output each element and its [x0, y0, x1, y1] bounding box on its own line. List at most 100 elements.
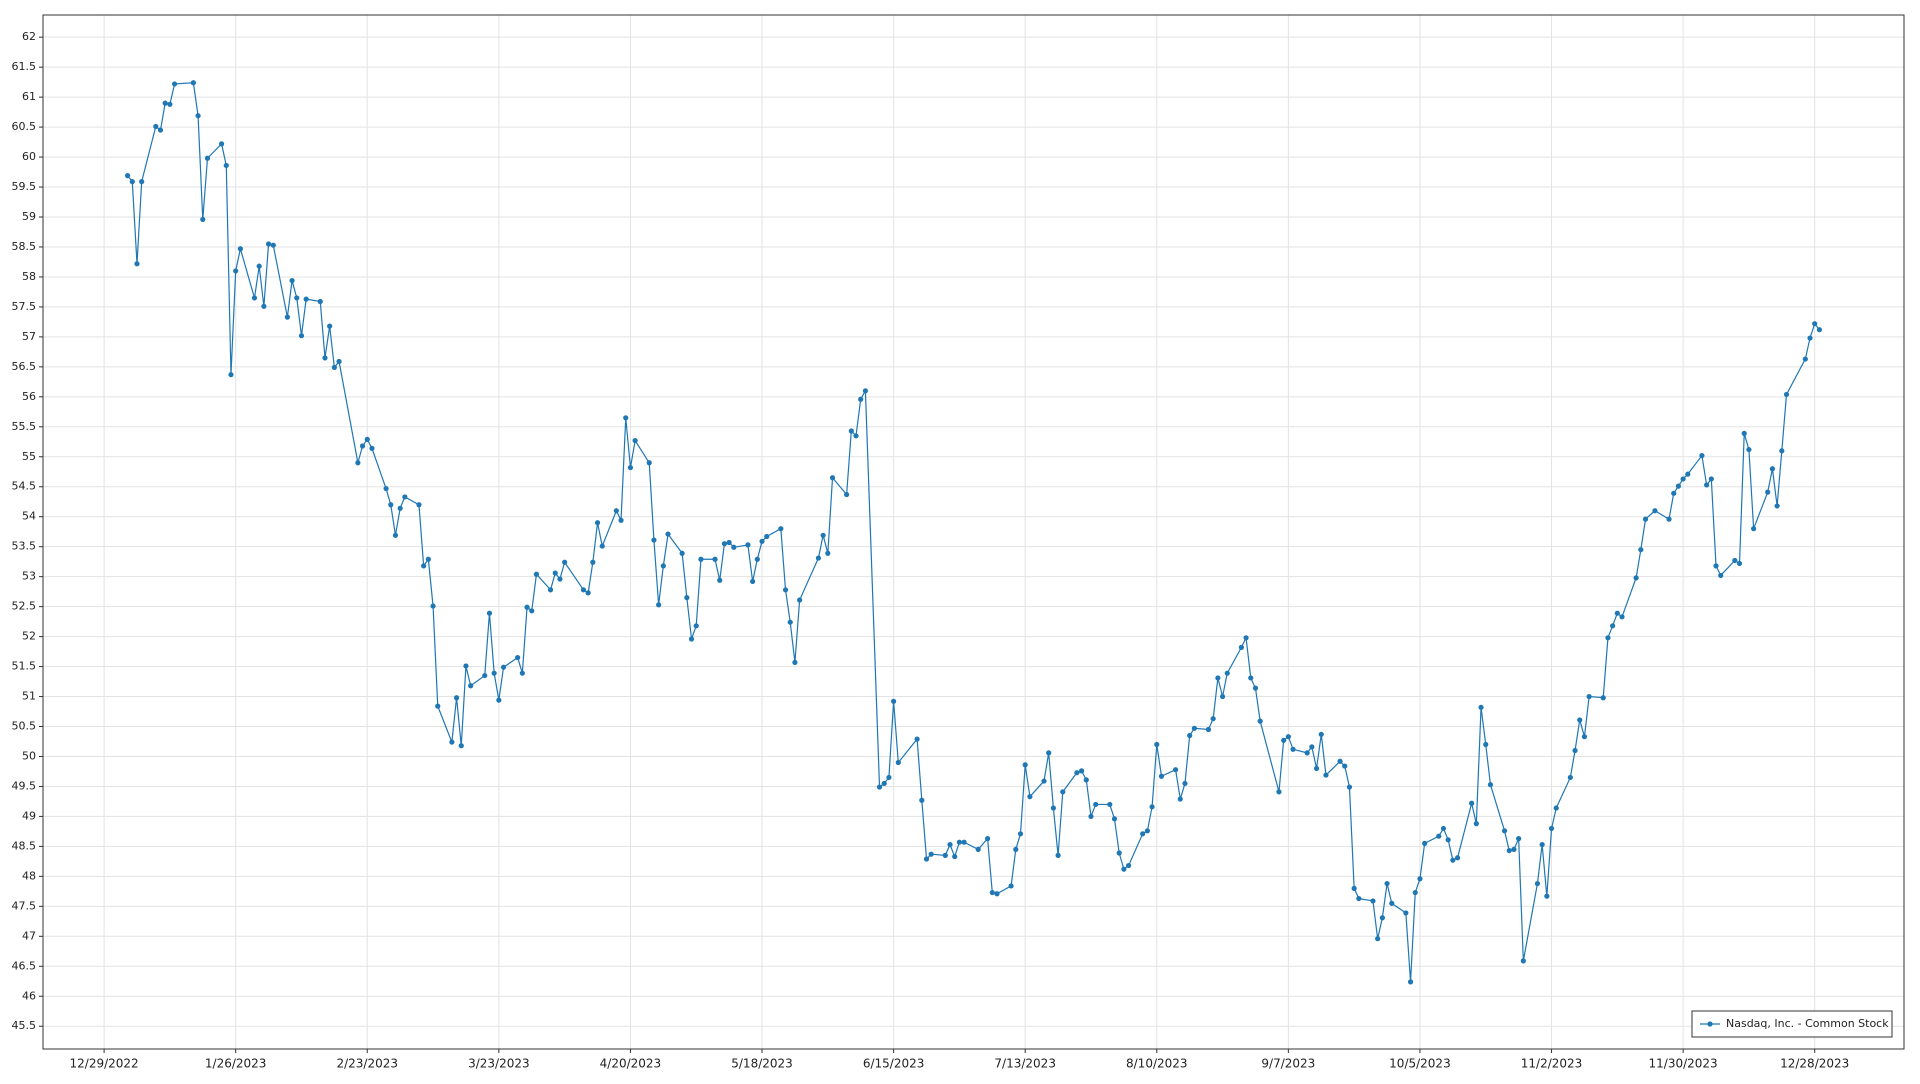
legend: Nasdaq, Inc. - Common Stock	[1691, 1010, 1893, 1038]
data-point	[1732, 557, 1738, 564]
data-point	[1487, 782, 1494, 788]
data-point	[515, 654, 521, 661]
data-point	[1483, 741, 1489, 748]
data-point	[1083, 777, 1089, 783]
data-point	[1008, 883, 1014, 889]
data-point	[1290, 746, 1296, 752]
y-tick-label: 55	[22, 450, 36, 463]
data-point	[1633, 575, 1639, 581]
data-point	[1121, 866, 1127, 872]
data-point	[303, 296, 309, 302]
y-tick-label: 55.5	[12, 420, 37, 433]
data-point	[336, 358, 342, 365]
data-point	[1281, 737, 1287, 743]
data-point	[1224, 670, 1230, 676]
y-tick-label: 60.5	[12, 120, 37, 133]
data-point	[1642, 516, 1649, 522]
data-point	[1403, 910, 1409, 916]
data-point	[1765, 489, 1771, 495]
data-point	[717, 577, 723, 583]
data-point	[923, 856, 930, 862]
y-tick-label: 61.5	[12, 60, 37, 73]
data-point	[171, 81, 178, 87]
data-point	[1548, 825, 1555, 832]
x-tick-label: 9/7/2023	[1261, 1057, 1315, 1071]
y-tick-label: 60	[22, 150, 36, 163]
data-point	[1257, 718, 1263, 724]
data-point	[1346, 784, 1353, 790]
data-point	[392, 532, 399, 538]
data-point	[284, 314, 290, 320]
series-line	[127, 82, 1820, 982]
data-point	[1572, 747, 1578, 754]
data-point	[435, 703, 441, 709]
data-point	[562, 559, 568, 565]
data-point	[1342, 763, 1348, 769]
y-tick-label: 49.5	[12, 779, 37, 792]
y-tick-label: 54	[22, 510, 36, 523]
data-point	[157, 127, 164, 133]
y-tick-label: 53	[22, 570, 36, 583]
data-point	[1149, 804, 1155, 810]
data-point	[623, 415, 629, 421]
y-tick-label: 56	[22, 390, 36, 403]
data-point	[764, 533, 770, 540]
data-point	[665, 531, 671, 537]
data-point	[1252, 685, 1259, 691]
data-point	[646, 460, 652, 466]
data-point	[1473, 821, 1479, 827]
y-tick-label: 61	[22, 90, 36, 103]
data-point	[1478, 704, 1484, 710]
x-tick-label: 2/23/2023	[336, 1057, 398, 1071]
y-tick-label: 47	[22, 929, 36, 942]
data-point	[1544, 893, 1550, 899]
data-point	[590, 559, 596, 565]
data-point	[1050, 805, 1056, 811]
data-point	[496, 697, 502, 703]
data-point	[679, 550, 685, 556]
data-point	[1577, 717, 1583, 723]
data-point	[364, 436, 370, 442]
x-tick-label: 12/29/2022	[70, 1057, 139, 1071]
x-tick-label: 3/23/2023	[468, 1057, 530, 1071]
data-point	[698, 556, 704, 562]
data-point	[204, 155, 211, 161]
data-point	[919, 797, 925, 803]
data-point	[425, 556, 431, 562]
data-point	[797, 597, 803, 603]
data-point	[1356, 895, 1362, 902]
data-point	[468, 683, 474, 689]
data-point	[956, 839, 963, 845]
data-point	[519, 670, 525, 676]
data-point	[1600, 695, 1606, 701]
data-point	[1351, 885, 1357, 891]
data-point	[688, 636, 695, 642]
data-point	[134, 261, 140, 267]
data-point	[1304, 750, 1310, 756]
data-point	[1078, 768, 1085, 774]
y-tick-label: 49	[22, 809, 36, 822]
data-point	[886, 774, 892, 781]
data-point	[421, 563, 427, 569]
data-point	[1111, 816, 1118, 822]
data-point	[1440, 825, 1447, 832]
data-point	[1685, 471, 1691, 477]
x-tick-label: 5/18/2023	[731, 1057, 793, 1071]
data-point	[712, 556, 718, 562]
data-point	[1680, 476, 1686, 482]
data-point	[1060, 789, 1066, 795]
data-point	[876, 784, 883, 790]
data-point	[1107, 801, 1113, 808]
x-tick-label: 1/26/2023	[205, 1057, 267, 1071]
data-point	[580, 587, 587, 593]
data-point	[1741, 430, 1747, 436]
data-point	[1182, 780, 1188, 787]
data-point	[726, 539, 732, 546]
data-point	[1553, 805, 1559, 811]
data-point	[153, 123, 159, 130]
data-point	[233, 268, 239, 274]
data-point	[618, 517, 624, 523]
data-point	[989, 889, 995, 896]
data-point	[557, 576, 563, 582]
data-point	[1370, 898, 1376, 904]
